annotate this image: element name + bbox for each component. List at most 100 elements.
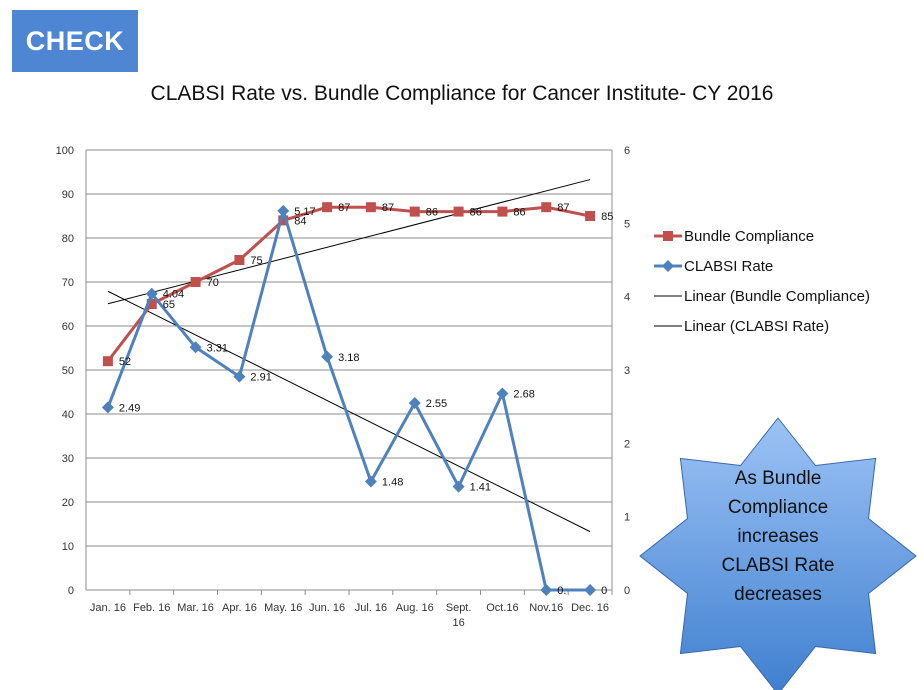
trendline: [107, 290, 591, 533]
callout-text-line: CLABSI Rate: [722, 555, 835, 576]
grid-layer: [86, 149, 612, 591]
trendline: [107, 179, 591, 305]
data-point-marker: [497, 206, 508, 217]
data-point-marker: [408, 397, 421, 409]
x-tick-label: Sept. 16: [446, 602, 472, 629]
x-tick-label: Dec. 16: [571, 602, 609, 614]
legend-label: Linear (Bundle Compliance): [684, 288, 870, 305]
check-badge: CHECK: [12, 10, 138, 72]
data-point-marker: [101, 401, 114, 414]
data-label: 75: [250, 255, 262, 267]
data-point-marker: [584, 584, 597, 596]
callout-text-line: increases: [737, 526, 818, 547]
data-label: 1.48: [382, 476, 403, 488]
y-right-tick-label: 1: [624, 512, 630, 524]
series-line: [106, 209, 591, 592]
data-label: 86: [513, 207, 525, 219]
x-tick-label: Jan. 16: [90, 602, 126, 614]
callout-text-line: decreases: [734, 584, 822, 605]
data-point-marker: [234, 255, 245, 265]
y-left-tick-label: 90: [62, 189, 74, 201]
data-point-marker: [233, 370, 246, 383]
data-point-marker: [145, 287, 158, 300]
y-right-tick-label: 6: [624, 145, 630, 157]
data-point-marker: [409, 206, 420, 217]
data-label: 86: [426, 207, 438, 219]
series-layer: [101, 202, 597, 596]
y-left-tick-label: 20: [62, 497, 74, 509]
y-left-tick-label: 80: [62, 233, 74, 245]
data-point-marker: [278, 215, 289, 226]
data-label: 86: [470, 207, 482, 219]
data-point-marker: [540, 584, 553, 596]
y-left-tick-label: 70: [62, 277, 74, 289]
y-left-tick-label: 10: [62, 541, 74, 553]
data-point-marker: [321, 350, 334, 363]
x-tick-label: Oct.16: [486, 602, 518, 614]
callout-star-shape: [639, 417, 917, 690]
series-line: [106, 205, 591, 363]
data-point-marker: [189, 341, 202, 354]
data-label: 52: [119, 356, 131, 368]
y-left-tick-label: 40: [62, 409, 74, 421]
x-tick-label: Feb. 16: [133, 602, 170, 614]
data-label: 87: [338, 202, 350, 214]
data-label: 2.91: [250, 372, 271, 384]
data-label: 4.04: [163, 289, 184, 301]
legend-label: Bundle Compliance: [684, 228, 814, 245]
axis-layer: 0 10 20 30 40 50 60 70 80 90 100 0 1 2 3 4 5 6 Jan. 16 Feb.…: [56, 145, 630, 629]
y-left-tick-label: 0: [68, 585, 74, 597]
data-point-marker: [452, 480, 465, 493]
data-label: 2.55: [426, 398, 447, 410]
label-layer: 52 65 70 75 84 87 87 86 86 86 87 85 2.49 4.04 3.31 2.91…: [119, 202, 613, 597]
y-left-tick-label: 50: [62, 365, 74, 377]
data-point-marker: [190, 277, 201, 287]
data-point-marker: [146, 299, 157, 309]
y-left-tick-label: 60: [62, 321, 74, 333]
data-label: 70: [207, 277, 219, 289]
y-right-tick-label: 0: [624, 585, 630, 597]
data-point-marker: [541, 202, 552, 213]
callout-star: As Bundle Compliance increases CLABSI Rate d…: [639, 417, 917, 690]
data-label: 3.31: [207, 342, 228, 354]
y-right-tick-label: 4: [624, 292, 630, 304]
legend: Bundle Compliance CLABSI Rate Linear (Bund…: [654, 228, 870, 335]
data-label: 3.18: [338, 352, 359, 364]
data-point-marker: [322, 202, 333, 213]
data-label: 84: [294, 215, 306, 227]
x-tick-label: May. 16: [264, 602, 302, 614]
x-tick-label: Mar. 16: [177, 602, 214, 614]
data-label: 0: [601, 585, 607, 597]
y-left-tick-label: 30: [62, 453, 74, 465]
data-label: 87: [557, 202, 569, 214]
legend-marker: [662, 260, 674, 272]
legend-label: Linear (CLABSI Rate): [684, 318, 829, 335]
x-tick-label: Jun. 16: [309, 602, 345, 614]
legend-label: CLABSI Rate: [684, 258, 773, 275]
data-label: 5.17: [294, 206, 315, 218]
x-tick-label: Jul. 16: [355, 602, 387, 614]
data-point-marker: [453, 206, 464, 217]
y-left-tick-label: 100: [56, 145, 74, 157]
data-label: 65: [163, 299, 175, 311]
y-right-tick-label: 5: [624, 218, 630, 230]
data-point-marker: [365, 202, 376, 213]
data-label: 2.68: [513, 388, 534, 400]
callout-text-line: As Bundle: [735, 468, 822, 489]
data-point-marker: [364, 475, 377, 488]
chart-title: CLABSI Rate vs. Bundle Compliance for Ca…: [150, 82, 774, 105]
data-label: 87: [382, 202, 394, 214]
legend-marker: [663, 231, 673, 241]
data-label: 2.49: [119, 402, 140, 414]
data-label: 0.: [557, 585, 566, 597]
data-label: 1.41: [470, 482, 491, 494]
data-point-marker: [585, 211, 596, 221]
data-point-marker: [277, 204, 290, 217]
data-label: 85: [601, 211, 613, 223]
trend-layer: [107, 179, 591, 533]
x-tick-label: Nov.16: [529, 602, 563, 614]
y-right-tick-label: 2: [624, 438, 630, 450]
y-right-tick-label: 3: [624, 365, 630, 377]
data-point-marker: [102, 356, 113, 367]
